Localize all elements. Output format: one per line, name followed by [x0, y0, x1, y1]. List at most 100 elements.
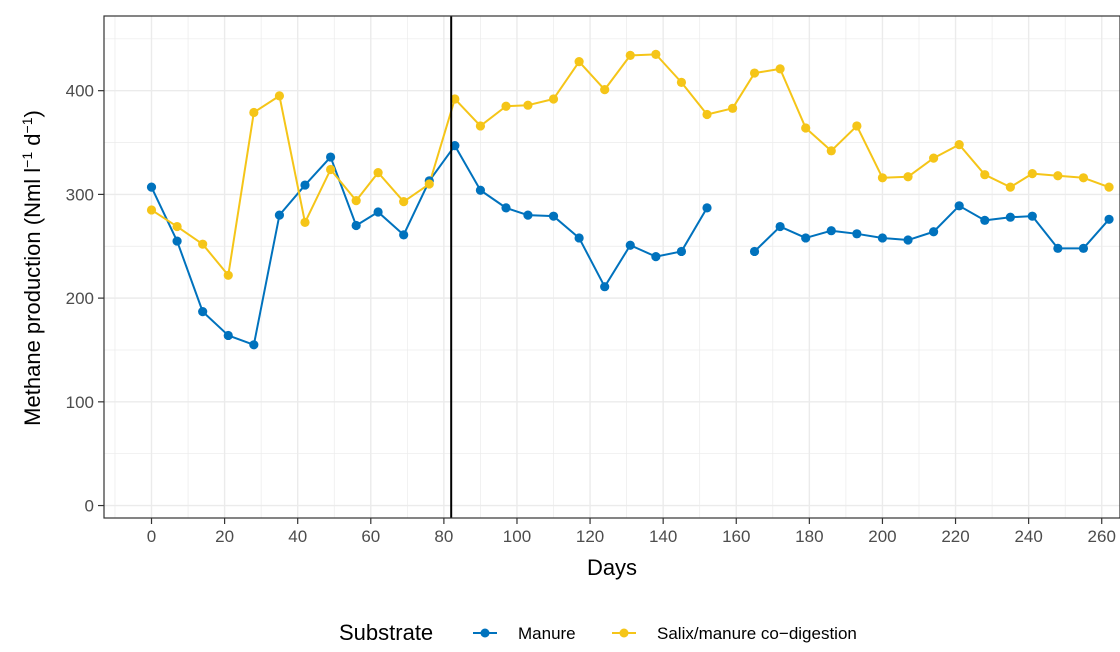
data-point-manure [146, 182, 157, 192]
data-point-manure [501, 203, 511, 213]
grid-major [104, 16, 1120, 518]
legend-title: Substrate [339, 620, 433, 645]
x-axis: 0 20 40 60 80 100 120 140 160 180 200 220 240 260 [147, 518, 1116, 546]
data-point-salix [501, 101, 511, 111]
legend-key-salix-point [619, 628, 629, 638]
data-point-salix [775, 64, 785, 74]
data-point-salix [1078, 173, 1089, 183]
data-point-salix [702, 109, 712, 120]
y-tick-label: 200 [66, 289, 94, 308]
data-point-manure [574, 233, 584, 243]
data-point-manure [172, 236, 182, 246]
legend-key-manure-point [480, 628, 490, 638]
data-point-manure [1053, 243, 1063, 253]
data-point-salix [249, 107, 259, 118]
data-point-manure [1027, 211, 1037, 221]
x-tick-label: 260 [1088, 527, 1116, 546]
data-point-manure [852, 229, 862, 239]
data-point-salix [475, 121, 486, 131]
x-tick-label: 120 [576, 527, 604, 546]
data-point-manure [801, 233, 811, 243]
y-axis-title-l-exponent: −1 [19, 152, 35, 168]
data-point-manure [1078, 243, 1089, 253]
data-point-salix [351, 196, 361, 206]
data-point-manure [749, 246, 760, 257]
x-tick-label: 240 [1014, 527, 1042, 546]
data-point-salix [1005, 182, 1015, 192]
data-point-manure [651, 252, 661, 262]
y-axis-title-d: d [20, 133, 45, 151]
data-point-salix [749, 68, 760, 78]
x-tick-label: 40 [288, 527, 307, 546]
data-point-manure [399, 230, 409, 240]
y-axis: 0 100 200 300 400 [66, 82, 104, 516]
data-point-salix [903, 172, 913, 182]
data-point-salix [399, 197, 409, 207]
series-points [146, 49, 1114, 350]
data-point-salix [651, 49, 661, 59]
data-point-manure [548, 211, 559, 221]
legend-label-manure: Manure [518, 624, 576, 643]
data-point-manure [676, 246, 687, 257]
x-tick-label: 20 [215, 527, 234, 546]
data-point-manure [198, 307, 208, 317]
legend-key-salix: Salix/manure co−digestion [612, 624, 857, 643]
data-point-salix [877, 173, 888, 183]
y-axis-title-close: ) [20, 110, 45, 117]
data-point-manure [625, 240, 635, 250]
y-axis-title-main: Methane production (Nml l [20, 168, 45, 426]
data-point-manure [274, 210, 285, 220]
data-point-salix [574, 57, 584, 67]
data-point-manure [450, 141, 460, 151]
data-point-manure [954, 201, 964, 211]
x-tick-label: 60 [361, 527, 380, 546]
x-tick-label: 80 [434, 527, 453, 546]
data-point-salix [980, 170, 990, 180]
data-point-salix [300, 217, 310, 227]
data-point-salix [1027, 169, 1037, 179]
data-point-salix [548, 94, 559, 104]
x-tick-label: 200 [868, 527, 896, 546]
data-point-manure [1104, 214, 1114, 224]
data-point-salix [852, 121, 862, 131]
data-point-salix [1053, 171, 1063, 181]
data-point-manure [373, 207, 383, 217]
data-point-manure [325, 152, 336, 162]
data-point-salix [146, 205, 157, 215]
data-point-manure [249, 340, 259, 350]
x-tick-label: 140 [649, 527, 677, 546]
grid-minor [104, 16, 1120, 518]
data-point-manure [223, 330, 233, 341]
x-axis-title: Days [587, 555, 637, 580]
x-tick-label: 160 [722, 527, 750, 546]
data-point-salix [424, 179, 434, 189]
data-point-manure [702, 203, 712, 213]
x-tick-label: 0 [147, 527, 156, 546]
data-point-salix [223, 270, 233, 280]
data-point-manure [877, 233, 888, 243]
svg-text:Methane production (Nml l−1 d−: Methane production (Nml l−1 d−1) [19, 110, 45, 426]
y-tick-label: 100 [66, 393, 94, 412]
data-point-salix [373, 168, 383, 178]
data-point-manure [826, 226, 836, 236]
data-point-salix [198, 239, 208, 249]
data-point-salix [274, 91, 285, 101]
data-point-salix [1104, 182, 1114, 192]
data-point-manure [903, 235, 913, 245]
data-point-manure [775, 221, 785, 232]
data-point-manure [929, 227, 939, 237]
x-tick-label: 100 [503, 527, 531, 546]
legend: Substrate Manure Salix/manure co−digesti… [339, 620, 857, 645]
legend-key-manure: Manure [473, 624, 576, 643]
y-tick-label: 0 [85, 497, 94, 516]
legend-label-salix: Salix/manure co−digestion [657, 624, 857, 643]
y-tick-label: 400 [66, 82, 94, 101]
data-point-manure [475, 185, 486, 195]
data-point-salix [954, 140, 964, 150]
data-point-salix [826, 146, 836, 156]
y-axis-title: Methane production (Nml l−1 d−1) [19, 110, 45, 426]
x-tick-label: 180 [795, 527, 823, 546]
data-point-manure [351, 220, 361, 231]
data-point-salix [625, 50, 635, 61]
